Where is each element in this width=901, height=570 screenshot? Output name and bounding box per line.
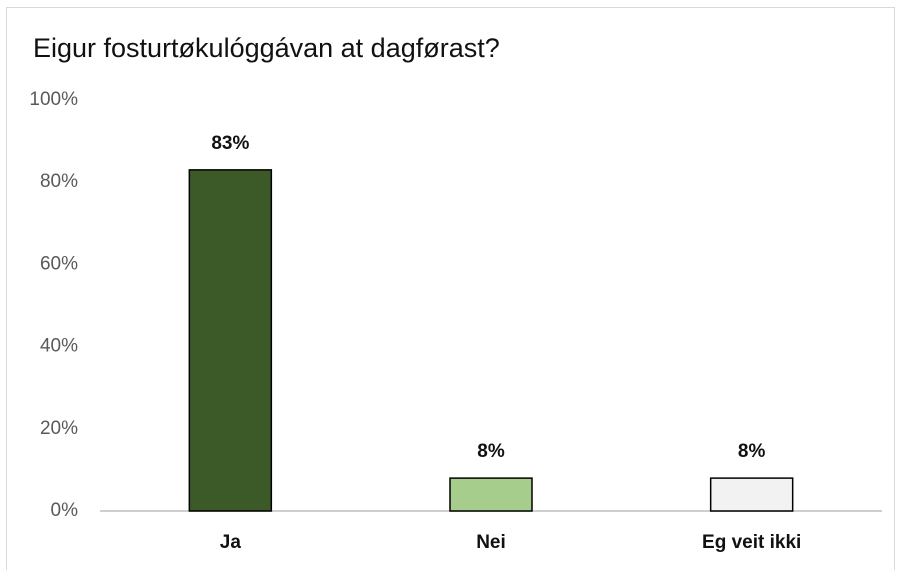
value-label: 8%	[738, 441, 766, 462]
y-tick-label: 40%	[40, 336, 78, 357]
chart-title: Eigur fosturtøkulóggávan at dagførast?	[33, 33, 500, 63]
y-tick-label: 0%	[51, 500, 79, 521]
bar	[709, 477, 794, 512]
y-tick-label: 20%	[40, 418, 78, 439]
chart-border	[6, 7, 895, 570]
bar	[449, 477, 533, 512]
bar	[188, 169, 273, 512]
y-tick-label: 60%	[40, 253, 78, 274]
x-tick-label: Eg veit ikki	[702, 532, 801, 553]
y-tick-label: 80%	[40, 171, 78, 192]
value-label: 83%	[211, 133, 249, 154]
value-label: 8%	[477, 441, 505, 462]
x-tick-label: Ja	[220, 532, 242, 553]
y-tick-label: 100%	[29, 89, 78, 110]
x-tick-label: Nei	[476, 532, 506, 553]
